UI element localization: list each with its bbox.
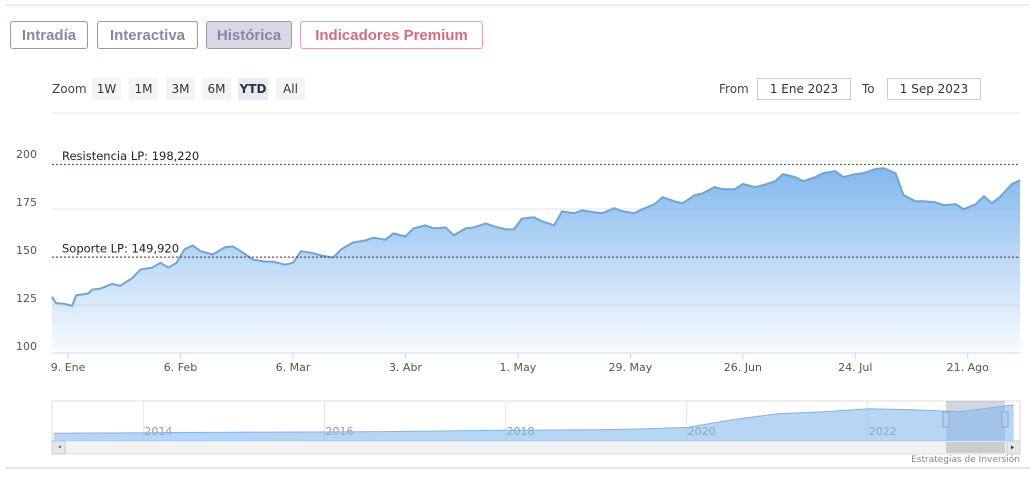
zoom-button[interactable]: 1M — [129, 78, 158, 100]
y-tick-label: 100 — [16, 340, 37, 353]
x-tick-label: 21. Ago — [947, 361, 989, 374]
price-line — [51, 167, 1021, 307]
zoom-button[interactable]: 1W — [92, 78, 121, 100]
x-tick-label: 9. Ene — [51, 361, 86, 374]
zoom-label: Zoom — [52, 82, 87, 96]
tab[interactable]: Interactiva — [97, 21, 198, 49]
area-fill — [52, 168, 1020, 353]
y-tick-label: 200 — [16, 148, 37, 161]
zoom-button[interactable]: YTD — [238, 78, 268, 100]
zoom-button[interactable]: 3M — [166, 78, 195, 100]
x-tick-label: 1. May — [500, 361, 537, 374]
to-label: To — [862, 82, 875, 96]
x-tick-label: 24. Jul — [838, 361, 872, 374]
x-tick-label: 29. May — [609, 361, 653, 374]
area-fill — [53, 404, 1014, 441]
price-line — [53, 404, 1014, 434]
tab[interactable]: Intradía — [10, 21, 88, 49]
to-input[interactable]: 1 Sep 2023 — [887, 78, 981, 100]
credit: Estrategias de Inversión — [911, 455, 1020, 465]
from-label: From — [719, 82, 749, 96]
plot-line-label: Soporte LP: 149,920 — [62, 242, 179, 256]
tab[interactable]: Histórica — [206, 21, 292, 49]
x-tick-label: 3. Abr — [389, 361, 422, 374]
zoom-button[interactable]: 6M — [202, 78, 231, 100]
y-tick-label: 150 — [16, 244, 37, 257]
zoom-button[interactable]: All — [276, 78, 305, 100]
x-tick-label: 6. Feb — [164, 361, 197, 374]
y-tick-label: 175 — [16, 196, 37, 209]
x-tick-label: 6. Mar — [276, 361, 311, 374]
tab[interactable]: Indicadores Premium — [300, 21, 483, 49]
y-tick-label: 125 — [16, 292, 37, 305]
from-input[interactable]: 1 Ene 2023 — [757, 78, 851, 100]
scrollbar-thumb[interactable] — [946, 442, 1005, 453]
x-tick-label: 26. Jun — [724, 361, 762, 374]
plot-line-label: Resistencia LP: 198,220 — [62, 149, 199, 163]
